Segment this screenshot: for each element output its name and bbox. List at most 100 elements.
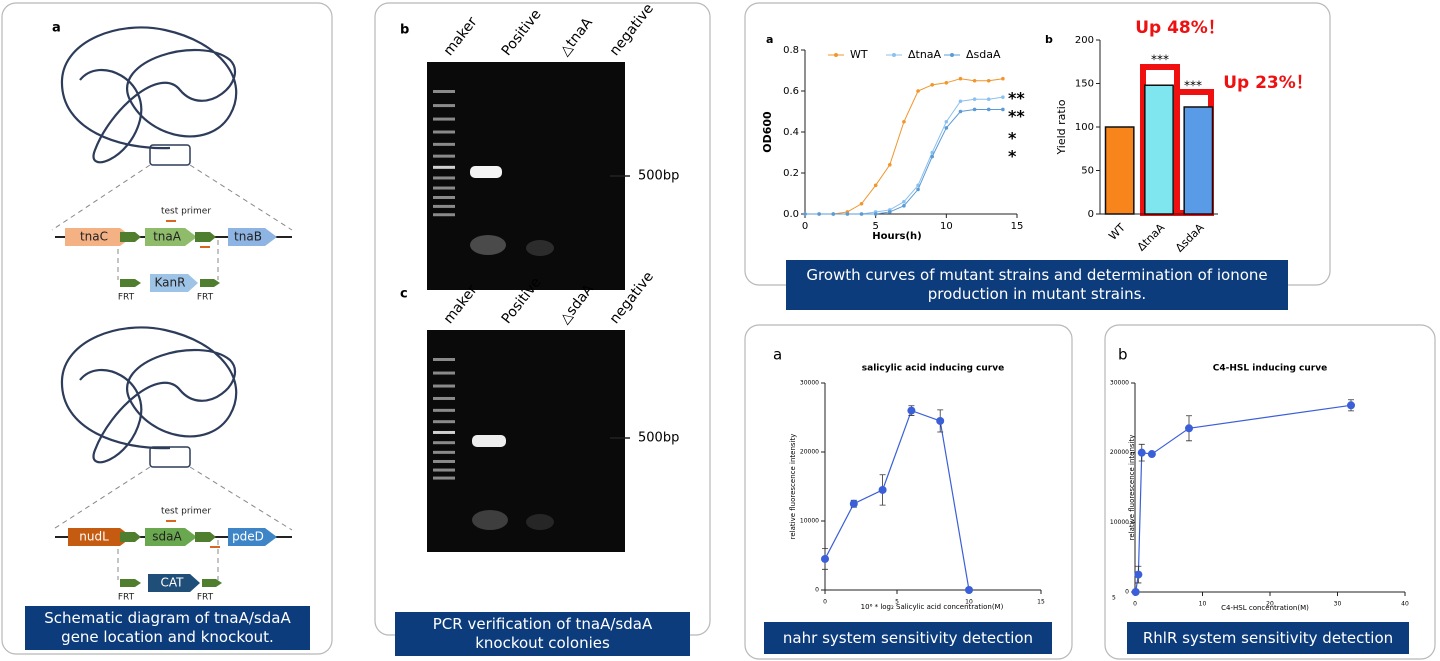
gel-band [470,166,502,178]
marker-label: 500bp [638,431,679,446]
ladder-band [433,213,455,217]
ladder-band [433,204,455,208]
data-point [859,201,864,206]
panel-letter: b [400,23,409,38]
gel [427,62,625,290]
y-tick-label: 0.4 [783,127,799,138]
data-point [930,150,934,155]
data-point [888,163,892,167]
x-tick-label: 5 [872,221,878,232]
data-point [986,107,991,112]
primer-label: test primer [161,207,211,217]
gene-label: nudL [79,530,109,544]
data-point [916,89,920,93]
ladder-band [433,371,455,375]
data-point [831,212,836,216]
y-tick-label: 20000 [1110,449,1129,456]
annotation: *** [1184,79,1202,93]
ladder-band [433,154,455,158]
chart-title: C4-HSL inducing curve [1213,364,1327,374]
annotation: *** [1151,53,1169,67]
y-tick-label: 10000 [800,518,819,525]
data-point [930,83,934,87]
data-point [958,76,963,81]
panel-letter: a [52,21,61,36]
ladder-band [433,176,455,180]
data-point [907,406,916,415]
legend-marker [950,53,954,57]
data-point [1137,448,1146,457]
zoom-lines [51,164,293,580]
data-point [1185,424,1193,433]
x-tick-label: 30 [1334,601,1342,608]
y-tick-label: 0.8 [783,45,799,56]
x-axis-label: C4-HSL concentration(M) [1221,604,1309,612]
caption: RhlR system sensitivity detection [1127,622,1409,654]
ladder-band [433,459,455,463]
data-point [817,212,821,216]
frt-label: FRT [197,293,214,303]
ladder-band [433,476,455,480]
gel-smear [472,510,508,530]
annotation: ** [1008,89,1025,108]
y-tick-label: 30000 [1110,380,1129,387]
data-point [1134,570,1143,579]
primer-label: test primer [161,507,211,517]
chromosome [60,26,238,464]
data-point [1001,95,1005,99]
data-line [824,409,970,591]
x-tick-label: 5 [895,599,899,606]
data-point [986,78,991,83]
x-tick-label: 10 [940,221,953,232]
annotation: Up 48%！ [1135,18,1225,38]
marker-label: 500bp [638,169,679,184]
panel-letter: b [1045,33,1053,46]
data-point [986,97,991,101]
data-point [902,199,906,204]
caption: Schematic diagram of tnaA/sdaA gene loca… [25,606,310,650]
y-axis-label: relative fluorescence intensity [1128,435,1136,541]
gel [427,330,625,552]
data-point [944,119,949,124]
panel-letter: a [766,33,773,46]
y-tick-label: 0 [815,587,819,594]
x-tick-label: 10 [1199,601,1207,608]
ladder-band [433,408,455,412]
y-tick-label: 10000 [1110,519,1129,526]
y-tick-label: 20000 [800,449,819,456]
data-point [958,99,963,104]
gel-band [472,435,506,447]
data-point [1001,107,1005,112]
ladder-band [433,90,455,93]
y-tick-label: 0.6 [783,86,799,97]
ladder-band [433,117,455,121]
data-point [873,212,878,216]
ladder-band [433,441,455,445]
y-tick-label: 30000 [800,380,819,387]
ladder-band [433,130,455,134]
x-tick-label: 20 [1266,601,1274,608]
data-point [972,78,977,83]
data-point [849,499,858,508]
gene-label: tnaC [80,230,108,244]
chart-title: salicylic acid inducing curve [862,364,1004,374]
x-tick-label: 15 [1037,599,1045,606]
annotation: 5 [1112,595,1116,602]
y-tick-label: 150 [1075,79,1094,90]
bar [1104,126,1135,215]
y-tick-label: 0 [1088,209,1094,220]
x-axis-label: 10⁶ * log₂ Salicylic acid concentration(… [861,603,1004,611]
x-axis-label: Hours(h) [872,231,922,242]
y-axis-label: Yield ratio [1055,99,1068,155]
gene-label: tnaA [153,230,182,244]
data-point [803,212,807,216]
data-point [972,107,977,112]
panel-frame [744,2,1331,286]
bar [1144,84,1174,215]
ladder-band [433,104,455,108]
ladder-band [433,384,455,388]
annotation: ** [1008,107,1025,126]
data-point [902,119,906,124]
gene-label: tnaB [234,230,262,244]
